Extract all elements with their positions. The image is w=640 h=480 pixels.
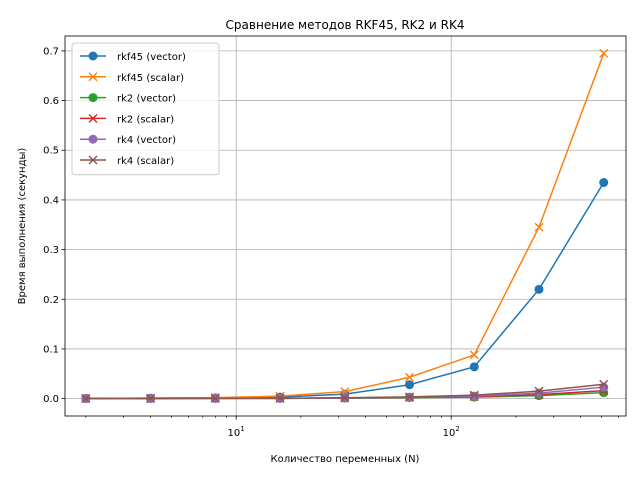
series-rk4-scalar	[81, 379, 609, 404]
data-point	[599, 382, 609, 392]
data-point	[469, 391, 479, 401]
y-axis: 0.0 0.1 0.2 0.3 0.4 0.5 0.6 0.7	[43, 46, 65, 405]
y-tick-label: 0.7	[43, 46, 59, 57]
x-axis-label: Количество переменных (N)	[271, 454, 420, 465]
y-tick-label: 0.0	[43, 394, 59, 405]
x-axis: 101 102	[85, 416, 619, 439]
legend: rkf45 (vector) rkf45 (scalar) rk2 (vector)…	[71, 42, 220, 176]
legend-entry: rk4 (vector)	[80, 134, 176, 146]
legend-label: rk4 (scalar)	[117, 156, 174, 167]
legend-entry: rk2 (scalar)	[80, 113, 174, 125]
legend-marker	[88, 134, 98, 144]
data-point	[469, 390, 479, 400]
data-point	[469, 350, 479, 360]
data-point	[599, 48, 609, 58]
y-tick-label: 0.4	[43, 195, 59, 206]
data-point	[534, 386, 544, 396]
legend-marker	[88, 51, 98, 61]
legend-marker	[88, 155, 98, 165]
data-point	[599, 379, 609, 389]
y-tick-label: 0.6	[43, 96, 59, 107]
legend-box	[71, 42, 220, 176]
chart-title: Сравнение методов RKF45, RK2 и RK4	[226, 18, 465, 32]
data-point	[146, 393, 156, 403]
data-point	[210, 393, 220, 403]
data-point	[340, 393, 350, 403]
y-tick-label: 0.5	[43, 146, 59, 157]
y-axis-label: Время выполнения (секунды)	[17, 148, 28, 305]
plot-frame	[64, 35, 627, 417]
data-point	[599, 178, 609, 188]
data-point	[469, 362, 479, 372]
legend-label: rk2 (vector)	[117, 94, 176, 105]
data-point	[534, 222, 544, 232]
data-point	[275, 393, 285, 403]
y-tick-label: 0.1	[43, 344, 59, 355]
x-tick-label: 101	[228, 425, 245, 439]
legend-label: rk4 (vector)	[117, 135, 176, 146]
legend-marker	[88, 72, 98, 82]
legend-label: rkf45 (scalar)	[117, 73, 184, 84]
series-layer	[81, 48, 609, 404]
y-tick-label: 0.2	[43, 295, 59, 306]
data-point	[534, 284, 544, 294]
x-tick-label: 102	[443, 425, 460, 439]
legend-marker	[88, 113, 98, 123]
legend-label: rk2 (scalar)	[117, 114, 174, 125]
legend-marker	[88, 93, 98, 103]
y-tick-label: 0.3	[43, 245, 59, 256]
data-point	[405, 372, 415, 382]
legend-entry: rkf45 (scalar)	[80, 72, 184, 84]
legend-entry: rkf45 (vector)	[80, 51, 186, 63]
legend-label: rkf45 (vector)	[117, 52, 186, 63]
data-point	[81, 394, 91, 404]
data-point	[405, 392, 415, 402]
legend-entry: rk2 (vector)	[80, 93, 176, 105]
data-point	[405, 380, 415, 390]
legend-entry: rk4 (scalar)	[80, 155, 174, 167]
